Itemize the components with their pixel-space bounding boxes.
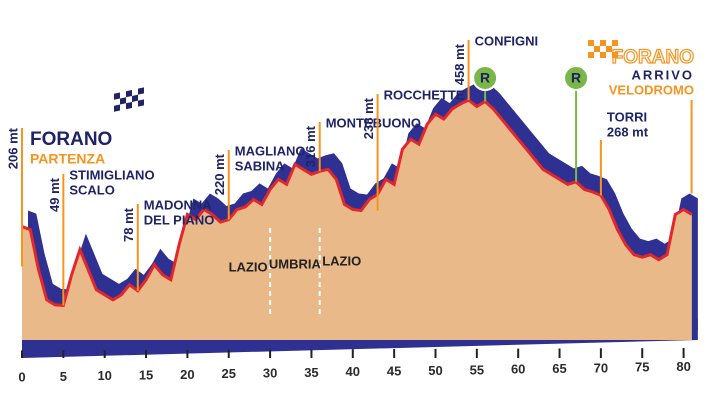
x-tick-label: 55	[470, 362, 484, 377]
profile-line	[21, 98, 693, 307]
x-tick-label: 35	[304, 365, 318, 380]
x-tick-label: 60	[511, 362, 525, 377]
place-elevation: 268 mt	[607, 124, 649, 139]
flag-square	[126, 89, 132, 98]
x-tick-label: 40	[346, 364, 360, 379]
x-tick-label: 0	[18, 369, 25, 384]
x-tick-label: 75	[635, 360, 649, 375]
flag-square	[114, 104, 120, 112]
profile-area	[22, 100, 692, 340]
place-name: STIMIGLIANO	[69, 167, 154, 182]
sprint-marker	[563, 65, 590, 91]
flag-square	[126, 101, 132, 110]
flag-square	[606, 46, 612, 52]
finish-name: FORANO	[612, 47, 694, 68]
place-name: CONFIGNI	[475, 33, 539, 48]
start-elevation: 206 mt	[5, 127, 20, 169]
x-tick-label: 45	[387, 364, 401, 379]
place-name: ROCCHETTE	[384, 87, 465, 102]
x-tick-label: 50	[428, 363, 442, 378]
place-name: DEL PIANO	[144, 212, 215, 227]
x-tick-label: 15	[139, 367, 153, 382]
flag-square	[612, 40, 618, 46]
flag-square	[138, 99, 144, 107]
region-label: LAZIO	[229, 259, 268, 274]
place-elevation: 78 mt	[121, 207, 136, 242]
x-tick-label: 70	[594, 360, 608, 375]
x-tick-label: 80	[676, 359, 690, 374]
flag-square	[588, 40, 594, 46]
flag-square	[138, 87, 144, 95]
x-tick-label: 10	[97, 368, 111, 383]
sprint-label: R	[571, 70, 581, 86]
x-tick-label: 30	[263, 366, 277, 381]
flag-square	[120, 97, 126, 105]
flag-square	[600, 52, 606, 58]
place-name: MADONNA	[144, 197, 212, 212]
region-label: UMBRIA	[269, 256, 322, 271]
place-elevation: 49 mt	[47, 177, 62, 212]
place-name: TORRI	[607, 109, 647, 124]
sprint-label: R	[480, 70, 490, 86]
x-tick-label: 20	[180, 367, 194, 382]
flag-square	[588, 52, 594, 58]
x-tick-label: 25	[222, 366, 236, 381]
flag-square	[594, 46, 600, 52]
place-name: MONTEBUONO	[326, 115, 421, 130]
finish-label: VELODROMO	[609, 82, 694, 97]
x-tick-label: 65	[552, 361, 566, 376]
place-elevation: 458 mt	[452, 43, 467, 85]
place-name: MAGLIANO	[235, 143, 306, 158]
flag-square	[132, 94, 138, 102]
place-elevation: 220 mt	[212, 153, 227, 195]
place-name: SCALO	[69, 182, 115, 197]
flag-square	[600, 40, 606, 46]
flag-square	[612, 52, 618, 58]
region-label: LAZIO	[322, 253, 361, 268]
start-name: FORANO	[30, 129, 112, 150]
x-tick-label: 5	[60, 369, 67, 384]
finish-label: ARRIVO	[631, 67, 694, 82]
start-label: PARTENZA	[30, 151, 105, 167]
sprint-marker	[472, 65, 499, 91]
place-elevation: 238 mt	[361, 97, 376, 139]
place-elevation: 316 mt	[303, 125, 318, 167]
place-name: SABINA	[235, 158, 285, 173]
flag-square	[114, 92, 120, 100]
